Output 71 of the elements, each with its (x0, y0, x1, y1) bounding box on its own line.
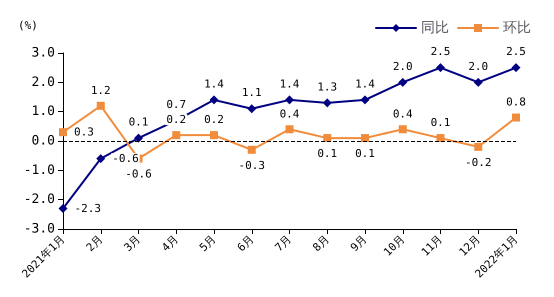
data-label: 2.5 (506, 45, 526, 58)
legend-label: 环比 (503, 20, 531, 36)
x-tick-label: 9月 (348, 232, 370, 254)
point (436, 63, 445, 72)
data-label: 2.0 (392, 60, 413, 73)
x-tick-label: 12月 (456, 232, 483, 259)
point (322, 98, 332, 108)
y-tick-label: 2.0 (32, 74, 55, 90)
point (360, 95, 370, 104)
data-label: 0.1 (430, 116, 450, 130)
x-tick-label: 7月 (272, 232, 294, 254)
data-label: -2.3 (74, 202, 101, 215)
point (210, 95, 218, 104)
point (248, 146, 256, 154)
y-tick-label: 0.0 (32, 134, 55, 148)
data-label: 1.2 (90, 84, 111, 97)
point (134, 134, 143, 143)
data-label: 0.4 (280, 107, 300, 120)
legend-label: 同比 (421, 20, 449, 36)
point (59, 128, 67, 136)
x-tick-label: 10月 (381, 232, 408, 259)
point (398, 78, 408, 87)
x-tick-label: 6月 (234, 232, 256, 254)
x-tick-label: 8月 (310, 232, 332, 254)
point (286, 125, 294, 134)
data-label: 1.1 (242, 86, 262, 100)
data-label: 0.3 (74, 126, 94, 139)
data-label: 0.2 (204, 113, 224, 126)
x-tick-label: 2月 (84, 232, 106, 254)
data-label: -0.6 (112, 152, 139, 166)
x-tick-label: 5月 (196, 232, 219, 254)
y-tick-label: -1.0 (24, 162, 55, 178)
data-label: 0.1 (128, 116, 148, 129)
x-tick-label: 11月 (418, 232, 446, 259)
point (96, 102, 105, 110)
y-tick-label: 1.0 (32, 104, 55, 120)
point (474, 78, 483, 87)
x-tick-label: 4月 (159, 232, 181, 254)
point (512, 63, 520, 72)
point (96, 154, 106, 164)
data-label: 0.2 (166, 113, 186, 126)
point (247, 104, 256, 114)
point (361, 134, 369, 142)
y-axis-title: (%) (18, 19, 38, 32)
data-label: 2.5 (430, 45, 450, 58)
data-label: 1.4 (355, 77, 376, 90)
data-label: 0.8 (506, 96, 526, 109)
data-label: 0.4 (392, 107, 414, 120)
point (285, 95, 294, 104)
point (398, 125, 407, 134)
point (323, 134, 332, 142)
y-tick-label: -3.0 (24, 222, 55, 236)
point (58, 204, 68, 213)
point (210, 131, 218, 140)
data-label: 1.4 (204, 77, 224, 90)
data-label: -0.3 (238, 158, 265, 172)
x-tick-label: 3月 (121, 232, 144, 254)
y-tick-label: 3.0 (32, 46, 55, 60)
data-label: 2.0 (468, 60, 488, 73)
y-tick-label: -2.0 (24, 192, 55, 208)
data-label: 0.1 (317, 147, 338, 160)
data-label: 1.3 (317, 80, 338, 94)
data-label: 0.1 (355, 147, 375, 160)
point (512, 114, 520, 122)
data-label: -0.2 (465, 156, 492, 169)
point (436, 134, 444, 142)
point (474, 142, 482, 151)
data-label: -0.6 (125, 168, 152, 181)
point (172, 131, 180, 140)
data-label: 1.4 (280, 77, 300, 90)
data-label: 0.7 (166, 98, 186, 111)
